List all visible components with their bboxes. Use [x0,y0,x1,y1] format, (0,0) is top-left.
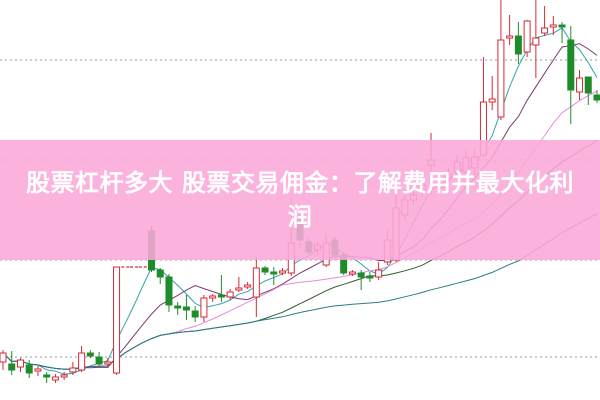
candle-up [549,24,557,28]
candle-down [156,269,164,278]
candle-down [174,305,182,309]
candle-up [104,361,112,365]
candle-down [514,35,522,55]
candle-up [523,20,531,53]
candle-down [43,374,51,378]
candle-up [576,77,584,93]
candle-down [86,352,94,357]
candle-up [200,297,208,318]
candle-down [270,271,278,275]
candle-down [165,276,173,306]
candle-down [567,39,575,91]
candle-up [51,376,59,381]
candle-down [8,363,16,371]
candle-up [69,367,77,373]
candle-up [78,352,86,371]
candle-down [593,94,600,101]
candle-down [558,24,566,28]
candle-up [235,287,243,291]
candle-up [209,295,217,299]
candle-down [366,275,374,279]
candle-up [0,352,7,363]
candle-up [279,270,287,274]
candle-up [488,98,496,103]
candle-up [348,271,356,275]
article-title: 股票杠杆多大 股票交易佣金：了解费用并最大化利润 [26,169,574,231]
candle-up [34,368,42,372]
candle-down [95,356,103,365]
candle-up [113,266,121,374]
title-banner: 股票杠杆多大 股票交易佣金：了解费用并最大化利润 [0,140,600,260]
candle-up [244,284,252,288]
moving-average-line-60 [2,213,598,370]
candle-up [375,269,383,278]
candle-down [584,76,592,94]
candle-up [60,374,68,378]
candle-up [497,39,505,118]
candle-up [532,37,540,46]
candle-down [217,294,225,298]
candle-down [25,364,33,374]
candle-down [191,310,199,318]
candle-down [182,306,190,311]
candle-up [506,35,514,39]
candle-up [16,359,24,368]
candle-up [252,267,260,298]
candle-down [357,272,365,278]
candle-down [261,267,269,273]
candle-up [541,27,549,34]
candle-up [226,291,234,298]
